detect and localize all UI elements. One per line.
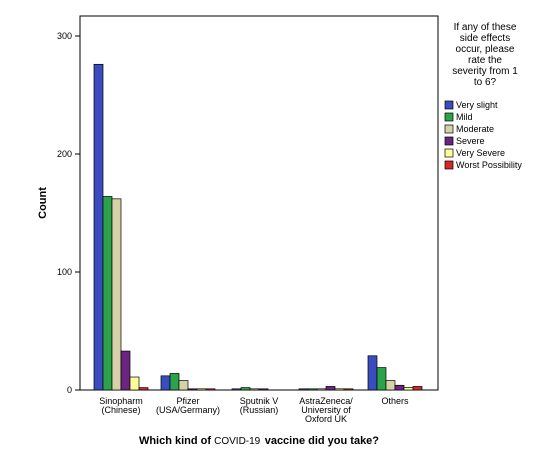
bar (93, 63, 104, 391)
y-tick-label: 200 (57, 149, 72, 159)
x-tick-label: University of (301, 405, 351, 415)
x-tick-label: Sputnik V (240, 396, 279, 406)
bar (367, 355, 378, 391)
legend-swatch (444, 148, 454, 158)
bar (138, 387, 149, 391)
legend-swatch (444, 100, 454, 110)
bar (205, 388, 216, 391)
legend-swatch (444, 136, 454, 146)
bar (334, 388, 345, 391)
x-axis-label-part-2: COVID-19 (214, 436, 261, 447)
bar (394, 384, 405, 391)
bar (412, 386, 423, 391)
bar (102, 196, 113, 391)
bar (178, 380, 189, 391)
bar (231, 388, 242, 391)
x-tick-label: Pfizer (176, 396, 199, 406)
y-axis: 0 100 200 300 (57, 31, 80, 395)
bar (307, 388, 318, 391)
x-tick-label: Sinopharm (99, 396, 143, 406)
legend-label: Very slight (456, 100, 498, 110)
x-tick-label: AstraZeneca/ (299, 396, 353, 406)
legend-swatch (444, 124, 454, 134)
legend-label: Worst Possibility (456, 160, 522, 170)
y-axis-label: Count (37, 187, 49, 219)
bar (111, 198, 122, 391)
bar (160, 375, 171, 391)
plot-frame (79, 15, 439, 391)
bar (249, 388, 260, 391)
legend-title: severity from 1 (452, 66, 518, 77)
legend-label: Moderate (456, 124, 494, 134)
x-tick-label: Others (381, 396, 409, 406)
bars (93, 63, 423, 391)
legend-swatch (444, 112, 454, 122)
x-tick-label: Oxford UK (305, 414, 347, 424)
bar (403, 387, 414, 391)
legend-label: Mild (456, 112, 473, 122)
x-tick-label: (Russian) (240, 405, 279, 415)
bar (120, 350, 131, 391)
bar (169, 373, 180, 391)
x-axis-label-part-1: Which kind of (139, 435, 214, 447)
y-tick-label: 300 (57, 31, 72, 41)
legend-label: Severe (456, 136, 485, 146)
bar (298, 388, 309, 391)
bar (343, 388, 354, 391)
x-tick-label: (USA/Germany) (156, 405, 220, 415)
bar (187, 388, 198, 391)
legend-title: side effects (460, 33, 510, 44)
bar (129, 376, 140, 391)
bar (385, 380, 396, 391)
bar (196, 388, 207, 391)
bar (258, 388, 269, 391)
x-tick-label: (Chinese) (101, 405, 140, 415)
bar (316, 388, 327, 391)
x-axis-label: Which kind of COVID-19 vaccine did you t… (139, 431, 379, 448)
y-tick-label: 0 (67, 385, 72, 395)
legend-label: Very Severe (456, 148, 505, 158)
bar (376, 367, 387, 391)
y-tick-label: 100 (57, 267, 72, 277)
legend-title: occur, please (456, 44, 515, 55)
legend-swatch (444, 160, 454, 170)
legend-title: rate the (468, 55, 502, 66)
legend-title: to 6? (474, 77, 497, 88)
bar (325, 386, 336, 391)
x-axis-label-part-3: vaccine did you take? (265, 435, 380, 447)
x-axis-categories: Sinopharm(Chinese) Pfizer(USA/Germany) Spu… (99, 396, 409, 424)
legend-title: If any of these (454, 22, 517, 33)
bar (240, 387, 251, 391)
